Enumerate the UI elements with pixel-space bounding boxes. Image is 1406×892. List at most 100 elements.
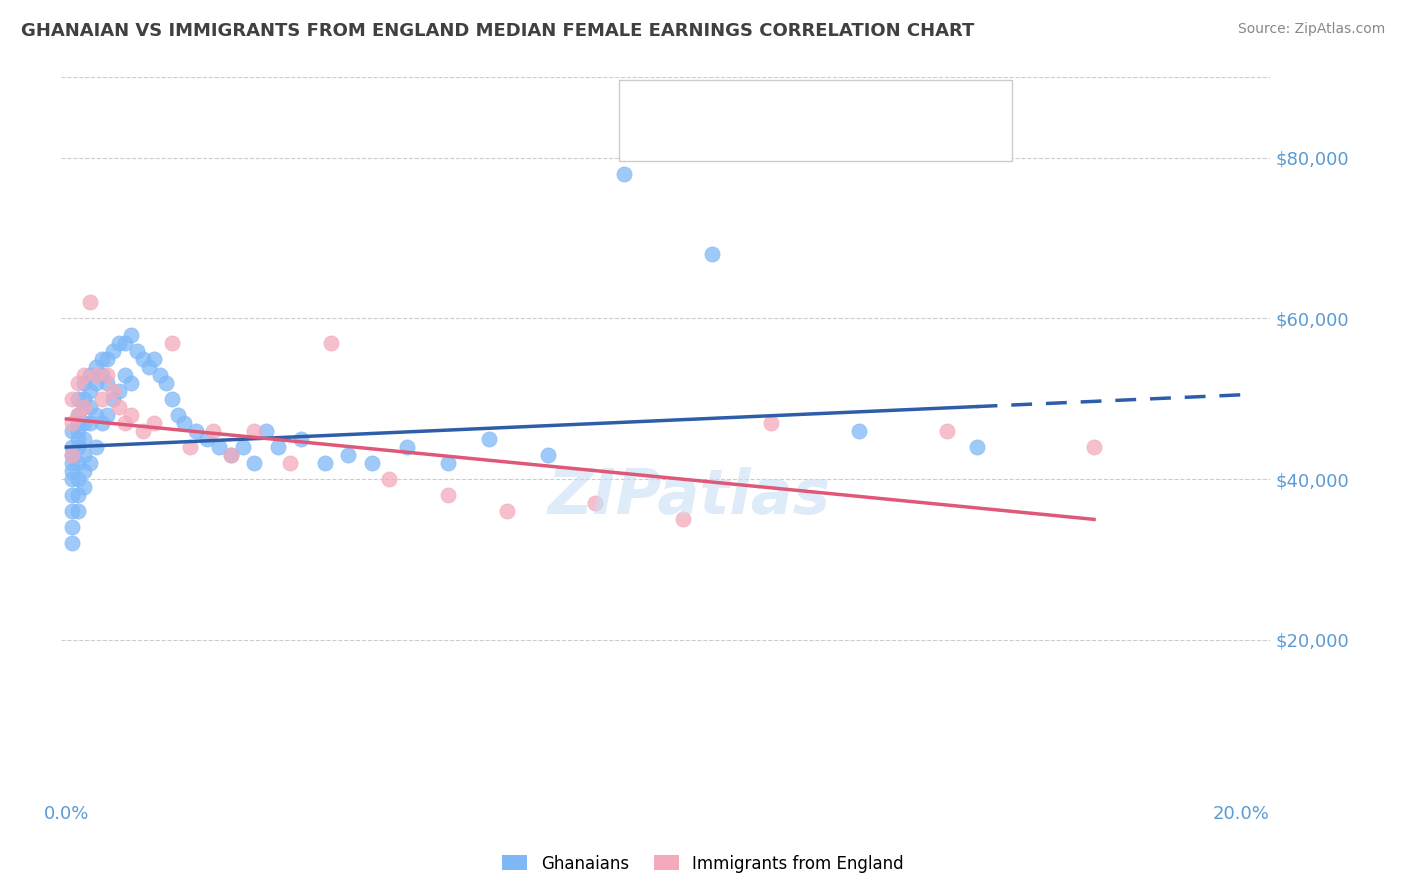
Point	[120, 327, 142, 342]
Point	[67, 408, 90, 422]
Point	[108, 400, 131, 414]
Point	[537, 448, 560, 462]
Point	[160, 392, 183, 406]
Point	[79, 384, 101, 398]
Point	[73, 400, 96, 414]
Point	[73, 376, 96, 390]
Point	[90, 416, 112, 430]
Point	[243, 424, 266, 438]
Point	[84, 359, 107, 374]
Point	[96, 408, 118, 422]
Point	[1083, 440, 1105, 454]
Point	[232, 440, 254, 454]
Text: R =: R =	[686, 93, 721, 111]
Point	[149, 368, 172, 382]
Point	[67, 392, 90, 406]
Point	[73, 432, 96, 446]
Point	[60, 448, 83, 462]
Point	[173, 416, 195, 430]
Point	[167, 408, 190, 422]
Point	[84, 408, 107, 422]
Point	[79, 295, 101, 310]
Point	[319, 335, 342, 350]
Point	[73, 416, 96, 430]
Point	[583, 496, 606, 510]
Point	[219, 448, 242, 462]
Point	[395, 440, 418, 454]
Point	[60, 440, 83, 454]
Point	[73, 464, 96, 478]
Point	[478, 432, 501, 446]
Point	[79, 368, 101, 382]
Text: ZIPatlas: ZIPatlas	[548, 467, 831, 527]
Point	[267, 440, 290, 454]
Point	[219, 448, 242, 462]
Point	[73, 480, 96, 494]
Point	[90, 392, 112, 406]
Text: 0.091: 0.091	[737, 93, 789, 111]
Point	[160, 335, 183, 350]
Point	[103, 343, 125, 358]
Point	[60, 472, 83, 486]
Point	[67, 424, 90, 438]
Point	[138, 359, 160, 374]
Point	[208, 440, 231, 454]
Point	[314, 456, 336, 470]
Text: 80: 80	[879, 93, 901, 111]
Point	[360, 456, 382, 470]
Point	[184, 424, 207, 438]
Point	[108, 384, 131, 398]
Point	[114, 368, 136, 382]
Point	[103, 392, 125, 406]
Point	[125, 343, 148, 358]
Point	[79, 456, 101, 470]
FancyBboxPatch shape	[627, 88, 673, 116]
Point	[67, 432, 90, 446]
Text: 32: 32	[898, 131, 921, 149]
Point	[60, 392, 83, 406]
Point	[90, 351, 112, 366]
Legend: Ghanaians, Immigrants from England: Ghanaians, Immigrants from England	[496, 848, 910, 880]
Point	[114, 335, 136, 350]
Point	[759, 416, 782, 430]
Point	[79, 416, 101, 430]
Point	[337, 448, 360, 462]
Point	[378, 472, 401, 486]
Point	[966, 440, 988, 454]
Point	[73, 392, 96, 406]
Point	[60, 416, 83, 430]
Point	[73, 400, 96, 414]
Point	[120, 376, 142, 390]
Text: -0.240: -0.240	[737, 131, 790, 149]
Point	[67, 488, 90, 502]
Point	[96, 351, 118, 366]
Point	[60, 448, 83, 462]
Point	[96, 368, 118, 382]
Point	[243, 456, 266, 470]
Point	[672, 512, 695, 526]
Point	[278, 456, 301, 470]
Point	[67, 440, 90, 454]
Text: N =: N =	[844, 131, 886, 149]
Point	[179, 440, 201, 454]
Point	[96, 376, 118, 390]
Point	[84, 376, 107, 390]
Point	[60, 520, 83, 534]
Point	[202, 424, 225, 438]
Point	[290, 432, 312, 446]
Point	[60, 456, 83, 470]
Point	[67, 472, 90, 486]
Point	[155, 376, 177, 390]
Text: GHANAIAN VS IMMIGRANTS FROM ENGLAND MEDIAN FEMALE EARNINGS CORRELATION CHART: GHANAIAN VS IMMIGRANTS FROM ENGLAND MEDI…	[21, 22, 974, 40]
Point	[60, 504, 83, 518]
Text: R =: R =	[686, 131, 721, 149]
Point	[132, 424, 155, 438]
Point	[495, 504, 517, 518]
Point	[143, 351, 166, 366]
Point	[114, 416, 136, 430]
Point	[67, 416, 90, 430]
FancyBboxPatch shape	[627, 126, 673, 154]
Point	[60, 488, 83, 502]
Point	[254, 424, 277, 438]
Point	[613, 167, 636, 181]
